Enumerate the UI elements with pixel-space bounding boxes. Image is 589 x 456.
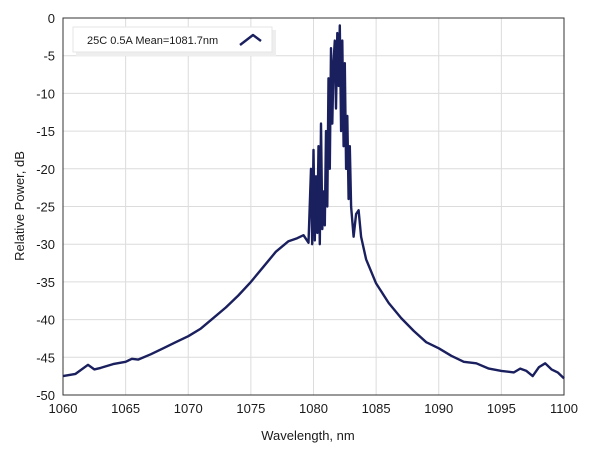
x-tick-label: 1095	[487, 401, 516, 416]
x-tick-label: 1070	[174, 401, 203, 416]
y-tick-label: -50	[36, 388, 55, 403]
spectrum-series-line	[62, 24, 565, 380]
y-tick-label: -5	[43, 49, 55, 64]
x-tick-label: 1075	[236, 401, 265, 416]
x-tick-label: 1060	[49, 401, 78, 416]
y-tick-label: -10	[36, 86, 55, 101]
x-tick-label: 1065	[111, 401, 140, 416]
x-tick-label: 1100	[550, 401, 578, 416]
x-tick-label: 1080	[299, 401, 328, 416]
x-axis-title: Wavelength, nm	[261, 428, 354, 443]
x-tick-label: 1090	[424, 401, 453, 416]
y-tick-label: -25	[36, 200, 55, 215]
y-tick-label: -45	[36, 350, 55, 365]
legend[interactable]: 25C 0.5A Mean=1081.7nm	[72, 26, 276, 56]
x-tick-label: 1085	[362, 401, 391, 416]
legend-box	[72, 26, 273, 53]
y-axis-title: Relative Power, dB	[12, 151, 27, 261]
y-tick-label: -20	[36, 162, 55, 177]
y-tick-label: -15	[36, 124, 55, 139]
y-tick-label: -40	[36, 313, 55, 328]
y-tick-label: -35	[36, 275, 55, 290]
x-axis-ticks: 1060 1065 1070 1075 1080 1085 1090 1095 1100	[49, 401, 578, 416]
legend-label: 25C 0.5A Mean=1081.7nm	[87, 35, 218, 47]
legend-line-swatch	[239, 33, 262, 46]
y-tick-label: 0	[48, 11, 55, 26]
y-axis-ticks: 0 -5 -10 -15 -20 -25 -30 -35 -40 -45 -50	[36, 11, 55, 403]
series-layer	[62, 24, 565, 380]
plot-area-frame	[62, 17, 565, 396]
y-tick-label: -30	[36, 237, 55, 252]
